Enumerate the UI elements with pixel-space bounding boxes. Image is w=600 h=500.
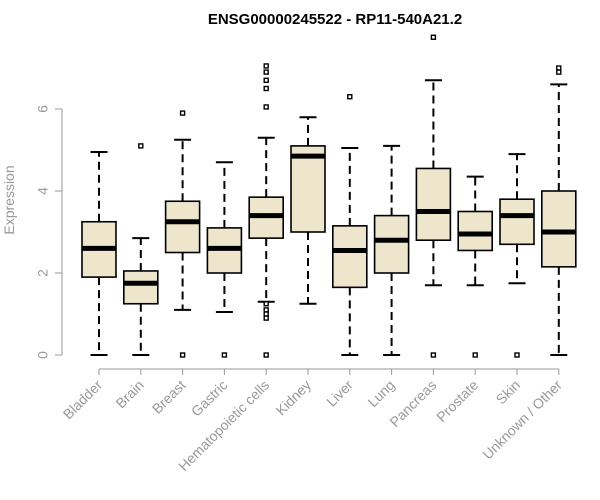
box-breast <box>164 110 201 358</box>
x-tick-label: Breast <box>149 377 189 417</box>
box-lung <box>373 144 410 356</box>
x-tick-label: Bladder <box>60 377 106 423</box>
x-tick-label: Skin <box>493 377 524 408</box>
box-iqr <box>331 225 368 289</box>
outlier-point <box>263 69 269 75</box>
box-pancreas <box>415 34 452 358</box>
box-brain <box>123 143 159 356</box>
outlier-point <box>263 104 269 110</box>
box-bladder <box>81 151 117 356</box>
box-liver <box>331 93 368 356</box>
box-iqr <box>540 190 577 268</box>
outlier-point <box>430 352 437 358</box>
x-tick-label: Brain <box>112 377 146 411</box>
box-iqr <box>290 145 326 233</box>
x-tick-label: Kidney <box>273 377 315 419</box>
x-tick-label: Prostate <box>433 377 481 425</box>
box-kidney <box>290 116 326 305</box>
outlier-point <box>179 110 186 116</box>
outlier-point <box>263 315 269 321</box>
outlier-point <box>263 77 269 84</box>
y-axis: 0 2 4 6 <box>35 105 63 359</box>
outlier-point <box>263 85 269 92</box>
outlier-point <box>472 352 478 358</box>
box-iqr <box>415 167 452 241</box>
outlier-point <box>263 311 269 317</box>
y-tick-label: 4 <box>35 187 51 195</box>
x-tick-label: Lung <box>364 377 397 410</box>
box-iqr <box>373 214 410 274</box>
boxes-group <box>81 34 577 358</box>
box-unknown-other <box>540 65 577 356</box>
box-iqr <box>457 210 494 252</box>
box-iqr <box>123 270 159 305</box>
x-tick-label: Liver <box>323 377 356 410</box>
outlier-point <box>263 63 269 69</box>
outlier-point <box>556 69 562 75</box>
box-prostate <box>457 175 494 358</box>
outlier-point <box>263 307 269 313</box>
x-tick-label: Unknown / Other <box>479 377 565 463</box>
chart-title: ENSG00000245522 - RP11-540A21.2 <box>208 11 462 28</box>
outlier-point <box>430 34 437 40</box>
outlier-point <box>347 93 353 100</box>
box-iqr <box>164 200 201 254</box>
outlier-point <box>179 352 186 358</box>
y-tick-label: 0 <box>35 351 51 359</box>
y-tick-label: 2 <box>35 269 51 277</box>
box-gastric <box>206 161 243 358</box>
box-hematopoietic-cells <box>248 63 284 358</box>
outlier-point <box>263 352 269 358</box>
outlier-point <box>514 352 520 358</box>
box-iqr <box>499 198 535 246</box>
outlier-point <box>263 301 269 307</box>
y-tick-label: 6 <box>35 105 51 113</box>
y-axis-label: Expression <box>1 165 17 234</box>
outlier-point <box>221 352 228 358</box>
outlier-point <box>138 143 144 149</box>
box-skin <box>499 153 535 358</box>
